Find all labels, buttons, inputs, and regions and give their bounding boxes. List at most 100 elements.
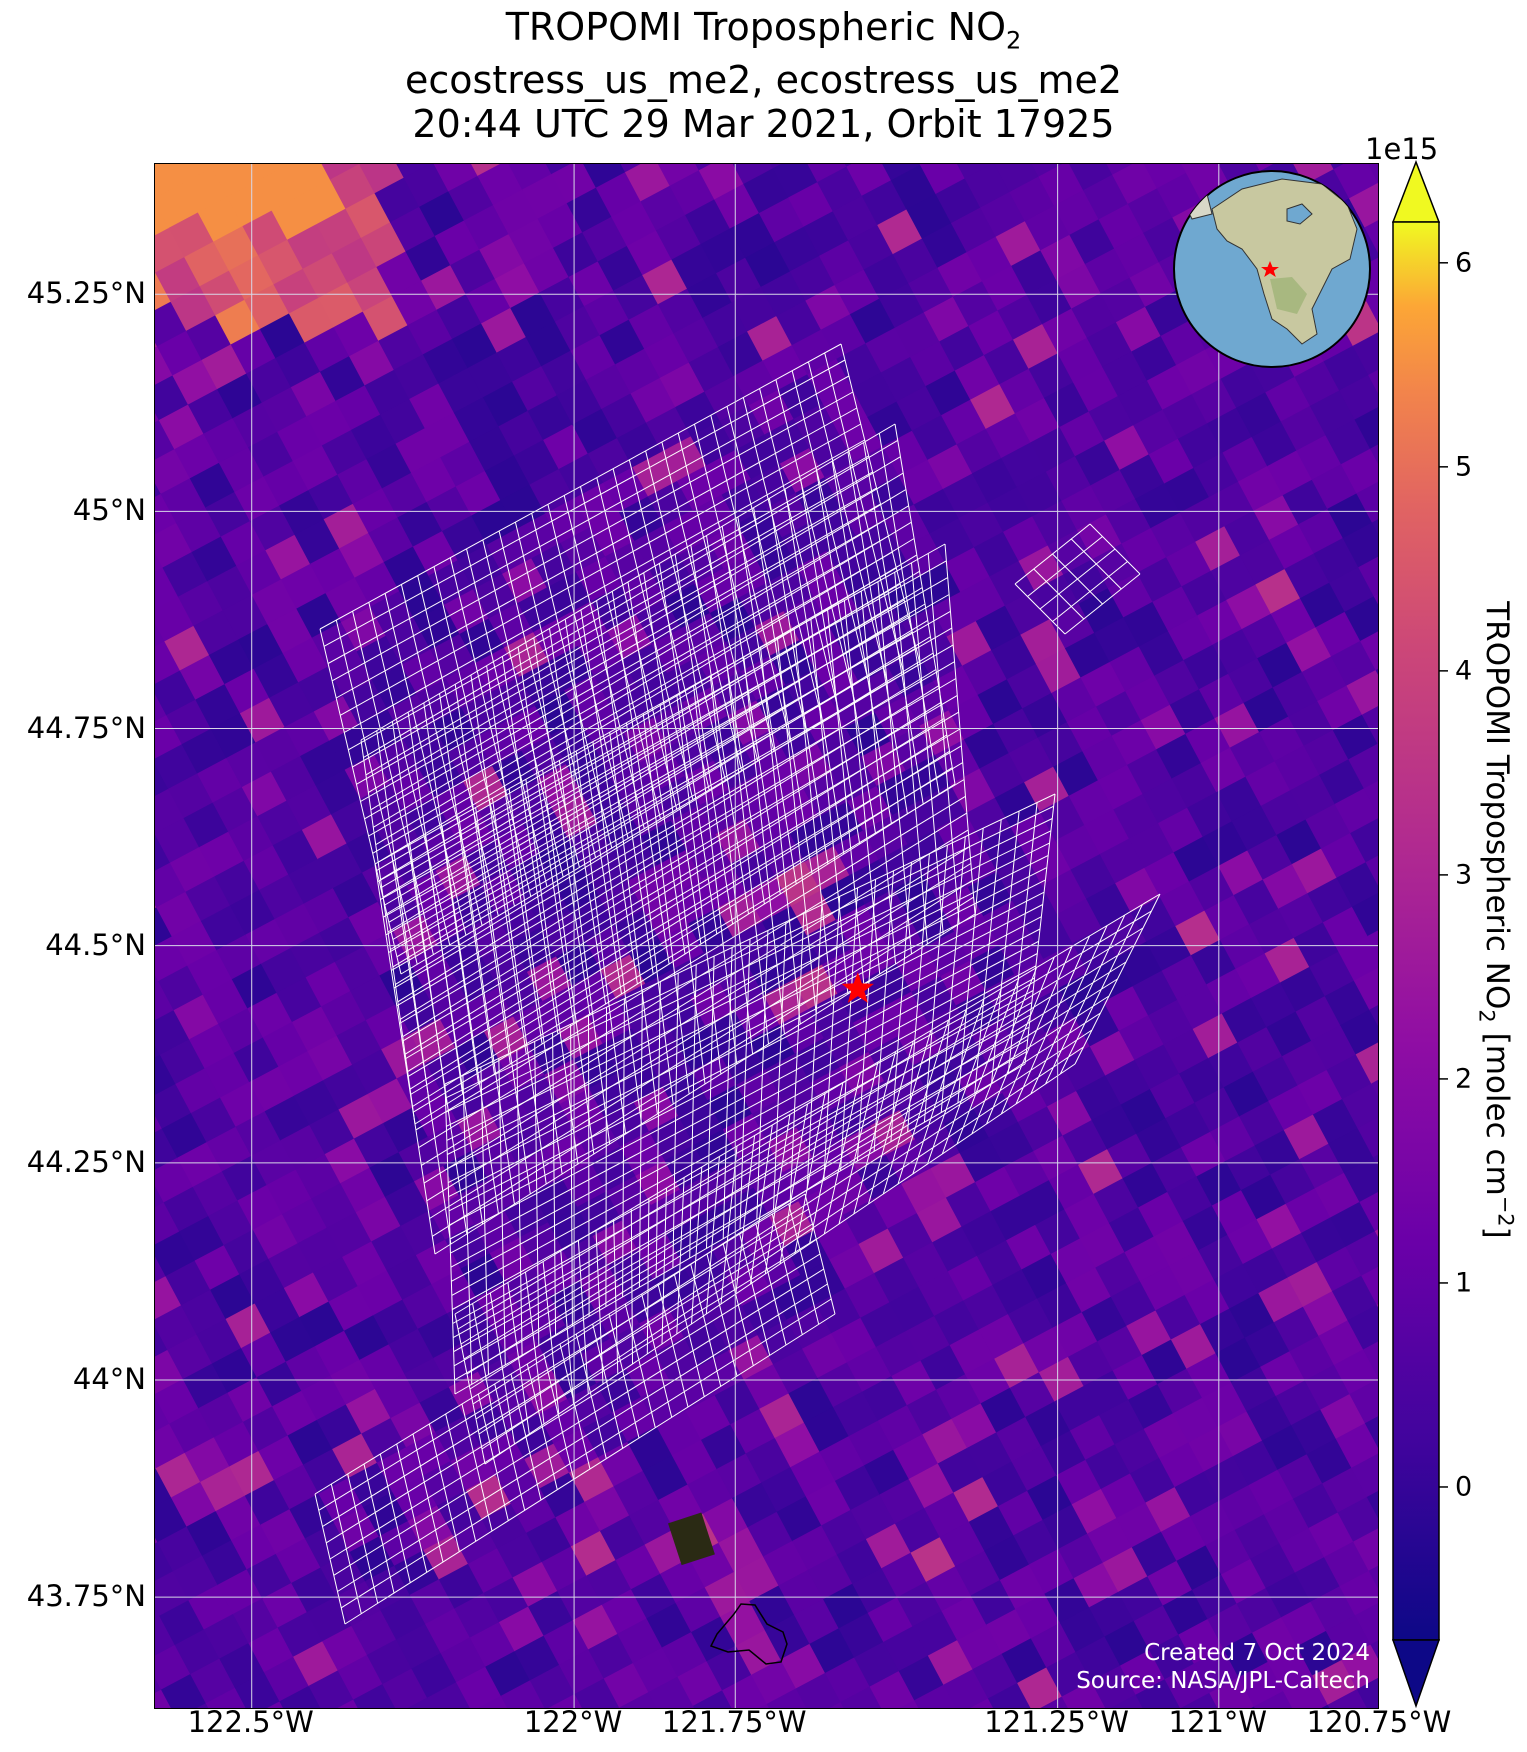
no2-pixel <box>666 1218 713 1265</box>
no2-pixel <box>1221 997 1268 1044</box>
no2-pixel <box>1004 1150 1051 1197</box>
no2-pixel <box>1007 1298 1054 1345</box>
no2-pixel <box>619 1691 666 1708</box>
no2-pixel <box>719 404 766 451</box>
no2-pixel <box>376 1446 423 1493</box>
no2-pixel <box>1214 702 1261 749</box>
no2-pixel <box>778 1569 825 1616</box>
no2-pixel <box>904 1315 951 1362</box>
map-panel[interactable] <box>154 163 1379 1709</box>
no2-pixel <box>1349 1378 1378 1425</box>
no2-pixel <box>248 431 294 478</box>
no2-pixel <box>1198 673 1245 720</box>
no2-pixel <box>293 1640 340 1687</box>
no2-pixel <box>366 1638 413 1685</box>
no2-pixel <box>1030 426 1077 473</box>
no2-pixel <box>859 667 906 714</box>
no2-pixel <box>322 1625 369 1672</box>
no2-pixel <box>290 932 337 979</box>
no2-pixel <box>484 455 531 502</box>
no2-pixel <box>155 448 192 495</box>
no2-pixel <box>336 1019 383 1066</box>
no2-pixel <box>722 1674 769 1708</box>
no2-pixel <box>497 1532 544 1579</box>
no2-pixel <box>660 1557 707 1604</box>
no2-pixel <box>977 678 1024 725</box>
no2-pixel <box>1067 164 1114 192</box>
no2-pixel <box>649 554 696 601</box>
no2-pixel <box>1024 205 1071 252</box>
no2-pixel <box>448 1371 495 1418</box>
no2-pixel <box>629 1499 676 1546</box>
no2-pixel <box>409 383 456 430</box>
no2-pixel <box>489 1237 536 1284</box>
no2-pixel <box>620 569 667 616</box>
no2-pixel <box>411 456 458 503</box>
no2-pixel <box>968 1505 1015 1552</box>
no2-pixel <box>373 1299 420 1346</box>
no2-pixel <box>173 994 220 1041</box>
no2-pixel <box>201 344 248 390</box>
no2-pixel <box>1312 1659 1359 1706</box>
no2-pixel <box>285 164 332 196</box>
no2-pixel <box>194 1244 241 1291</box>
no2-pixel <box>802 771 849 818</box>
no2-pixel <box>275 342 322 389</box>
no2-pixel <box>792 1524 839 1571</box>
no2-pixel <box>210 712 257 759</box>
no2-pixel <box>1355 1038 1378 1085</box>
no2-pixel <box>347 1462 394 1509</box>
no2-pixel <box>1159 880 1206 927</box>
no2-pixel <box>874 696 921 743</box>
no2-pixel <box>296 592 343 639</box>
no2-pixel <box>864 1449 910 1496</box>
no2-pixel <box>709 1158 756 1204</box>
no2-pixel <box>935 1373 982 1420</box>
no2-pixel <box>237 1184 284 1231</box>
site-star-icon[interactable] <box>841 972 874 1003</box>
no2-pixel <box>537 1398 584 1445</box>
no2-pixel <box>1206 968 1253 1015</box>
no2-pixel <box>155 833 172 880</box>
no2-pixel <box>603 1662 650 1708</box>
no2-pixel <box>685 199 732 246</box>
no2-pixel <box>853 445 900 492</box>
no2-pixel <box>155 788 185 835</box>
no2-pixel <box>471 1695 518 1708</box>
no2-pixel <box>255 726 302 773</box>
no2-pixel <box>1118 1014 1165 1061</box>
no2-pixel <box>354 561 401 608</box>
no2-pixel <box>692 1689 739 1708</box>
no2-pixel <box>685 1394 732 1441</box>
no2-pixel <box>970 383 1017 430</box>
no2-pixel <box>707 523 754 570</box>
no2-pixel <box>733 360 780 407</box>
no2-pixel <box>834 1464 881 1511</box>
no2-pixel <box>393 353 440 400</box>
no2-pixel <box>924 1492 971 1539</box>
no2-pixel <box>774 226 821 273</box>
no2-pixel <box>482 942 529 989</box>
no2-pixel <box>1327 492 1374 539</box>
no2-pixel <box>346 827 393 874</box>
no2-pixel <box>1035 647 1082 694</box>
no2-pixel <box>891 1360 938 1407</box>
no2-pixel <box>155 935 189 982</box>
no2-pixel <box>1129 261 1176 308</box>
no2-pixel <box>1119 1649 1166 1696</box>
no2-pixel <box>184 1436 231 1483</box>
no2-pixel <box>155 345 174 392</box>
no2-pixel <box>281 1198 328 1245</box>
no2-pixel <box>762 344 809 391</box>
no2-pixel <box>598 880 645 927</box>
no2-pixel <box>155 980 175 1027</box>
no2-pixel <box>743 1363 790 1410</box>
no2-pixel <box>1288 700 1335 747</box>
no2-pixel <box>1167 615 1214 662</box>
no2-pixel <box>849 298 896 345</box>
no2-pixel <box>467 1547 514 1594</box>
no2-pixel <box>448 175 495 222</box>
no2-pixel <box>1033 1135 1080 1182</box>
no2-pixel <box>839 1051 886 1098</box>
no2-pixel <box>963 1284 1010 1331</box>
